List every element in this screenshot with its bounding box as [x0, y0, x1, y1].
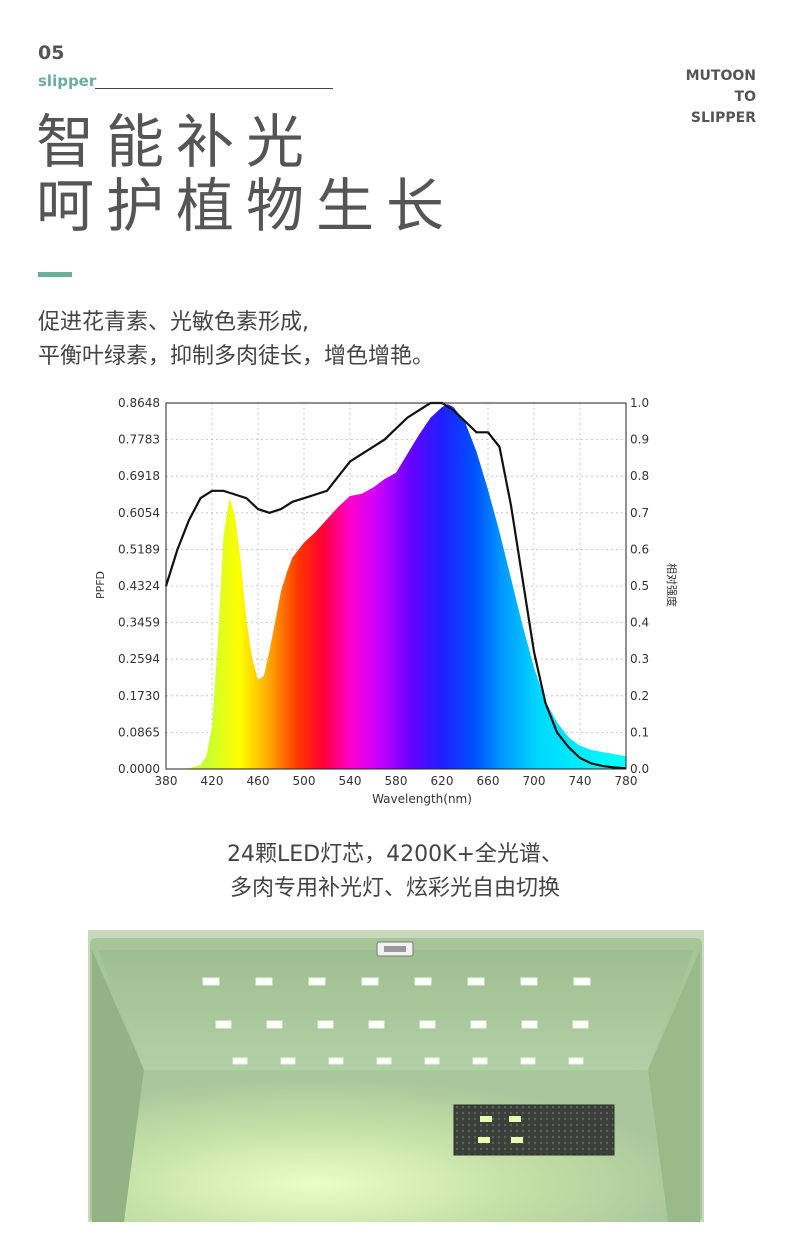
led-chip-icon — [572, 1020, 589, 1029]
y2-tick-label: 0.1 — [630, 725, 649, 739]
x-tick-label: 780 — [615, 774, 638, 788]
y2-tick-label: 0.6 — [630, 542, 649, 556]
section-number: 05 — [38, 42, 65, 64]
x-tick-label: 660 — [477, 774, 500, 788]
x-tick-label: 700 — [523, 774, 546, 788]
y2-tick-label: 0.2 — [630, 689, 649, 703]
y2-axis-label: 相对强度 — [665, 563, 679, 607]
y-tick-label: 0.6918 — [118, 469, 160, 483]
x-axis-label: Wavelength(nm) — [372, 792, 472, 806]
led-chip-icon — [424, 1057, 440, 1065]
led-chip-icon — [376, 1057, 392, 1065]
led-chip-icon — [368, 1020, 385, 1029]
relative-intensity-line — [164, 401, 627, 770]
intro-line: 促进花青素、光敏色素形成, — [38, 310, 309, 335]
intro-line: 平衡叶绿素，抑制多肉徒长，增色增艳。 — [38, 344, 435, 369]
plot-frame — [165, 402, 627, 770]
x-tick-label: 620 — [431, 774, 454, 788]
x-tick-label: 740 — [569, 774, 592, 788]
led-chip-icon — [467, 977, 485, 986]
caption-line: 24颗LED灯芯，4200K+全光谱、 — [227, 842, 563, 867]
usb-port-slot — [384, 946, 406, 952]
led-chip-icon — [509, 1116, 521, 1122]
brand-wordmark: MUTOON TO SLIPPER — [686, 66, 756, 129]
led-chip-icon — [232, 1057, 248, 1065]
product-photo — [88, 930, 704, 1222]
y-tick-label: 0.7783 — [118, 433, 160, 447]
y2-tick-label: 0.4 — [630, 616, 649, 630]
led-chip-icon — [317, 1020, 334, 1029]
headline-line: 智能补光 — [36, 108, 317, 176]
y-tick-label: 0.1730 — [118, 689, 160, 703]
y2-tick-label: 0.8 — [630, 469, 649, 483]
spectrum-chart: 380 420 460 500 540 580 620 660 700 740 780 0.0000… — [94, 396, 679, 806]
enclosure-left-wall — [92, 950, 144, 1222]
y-tick-label: 0.3459 — [118, 616, 160, 630]
enclosure-right-wall — [648, 950, 700, 1222]
led-array — [202, 977, 591, 1065]
grow-light-enclosure-illustration — [88, 930, 704, 1222]
y2-tick-label: 0.0 — [630, 762, 649, 776]
led-chip-icon — [480, 1116, 492, 1122]
led-chip-icon — [520, 977, 538, 986]
led-chip-icon — [361, 977, 379, 986]
led-chip-icon — [280, 1057, 296, 1065]
x-tick-label: 500 — [293, 774, 316, 788]
headline-line: 呵护植物生长 — [36, 172, 457, 240]
y2-tick-label: 0.9 — [630, 433, 649, 447]
led-chip-icon — [472, 1057, 488, 1065]
headline: 智能补光 呵护植物生长 — [36, 110, 456, 238]
x-tick-label: 540 — [339, 774, 362, 788]
intro-text: 促进花青素、光敏色素形成, 平衡叶绿素，抑制多肉徒长，增色增艳。 — [38, 306, 434, 374]
section-divider — [95, 88, 333, 89]
enclosure-ceiling — [98, 950, 694, 1070]
y2-tick-label: 0.7 — [630, 506, 649, 520]
y2-axis-ticks: 0.0 0.1 0.2 0.3 0.4 0.5 0.6 0.7 0.8 0.9 1.0 — [630, 396, 649, 776]
y2-tick-label: 1.0 — [630, 396, 649, 410]
led-chip-icon — [266, 1020, 283, 1029]
caption-line: 多肉专用补光灯、炫彩光自由切换 — [229, 876, 560, 901]
brand-line: MUTOON — [685, 68, 756, 84]
feature-caption: 24颗LED灯芯，4200K+全光谱、 多肉专用补光灯、炫彩光自由切换 — [0, 838, 790, 906]
x-tick-label: 580 — [385, 774, 408, 788]
led-chip-icon — [202, 977, 220, 986]
spectrum-area — [166, 404, 626, 769]
section-tag: slipper — [38, 72, 97, 90]
led-chip-icon — [511, 1137, 523, 1143]
y-tick-label: 0.5189 — [118, 542, 160, 556]
led-chip-icon — [520, 1057, 536, 1065]
y2-tick-label: 0.5 — [630, 579, 649, 593]
led-chip-icon — [308, 977, 326, 986]
led-chip-icon — [573, 977, 591, 986]
led-chip-icon — [478, 1137, 490, 1143]
y-tick-label: 0.8648 — [118, 396, 160, 410]
y-tick-label: 0.6054 — [118, 506, 160, 520]
led-chip-icon — [255, 977, 273, 986]
accent-bar — [38, 272, 72, 277]
led-chip-icon — [414, 977, 432, 986]
led-chip-icon — [328, 1057, 344, 1065]
brand-line: TO — [734, 89, 756, 105]
y-axis-ticks: 0.0000 0.0865 0.1730 0.2594 0.3459 0.4324 0.51… — [118, 396, 160, 776]
led-chip-icon — [521, 1020, 538, 1029]
led-chip-icon — [419, 1020, 436, 1029]
x-tick-label: 420 — [201, 774, 224, 788]
brand-line: SLIPPER — [690, 110, 756, 126]
y2-tick-label: 0.3 — [630, 652, 649, 666]
y-tick-label: 0.2594 — [118, 652, 160, 666]
x-axis-ticks: 380 420 460 500 540 580 620 660 700 740 780 — [155, 774, 638, 788]
y-tick-label: 0.4324 — [118, 579, 160, 593]
speaker-grille-icon — [453, 1104, 615, 1156]
led-chip-icon — [470, 1020, 487, 1029]
x-tick-label: 380 — [155, 774, 178, 788]
y-tick-label: 0.0000 — [118, 762, 160, 776]
led-chip-icon — [568, 1057, 584, 1065]
led-chip-icon — [215, 1020, 232, 1029]
y-tick-label: 0.0865 — [118, 725, 160, 739]
y-axis-label: PPFD — [94, 571, 107, 599]
x-tick-label: 460 — [247, 774, 270, 788]
